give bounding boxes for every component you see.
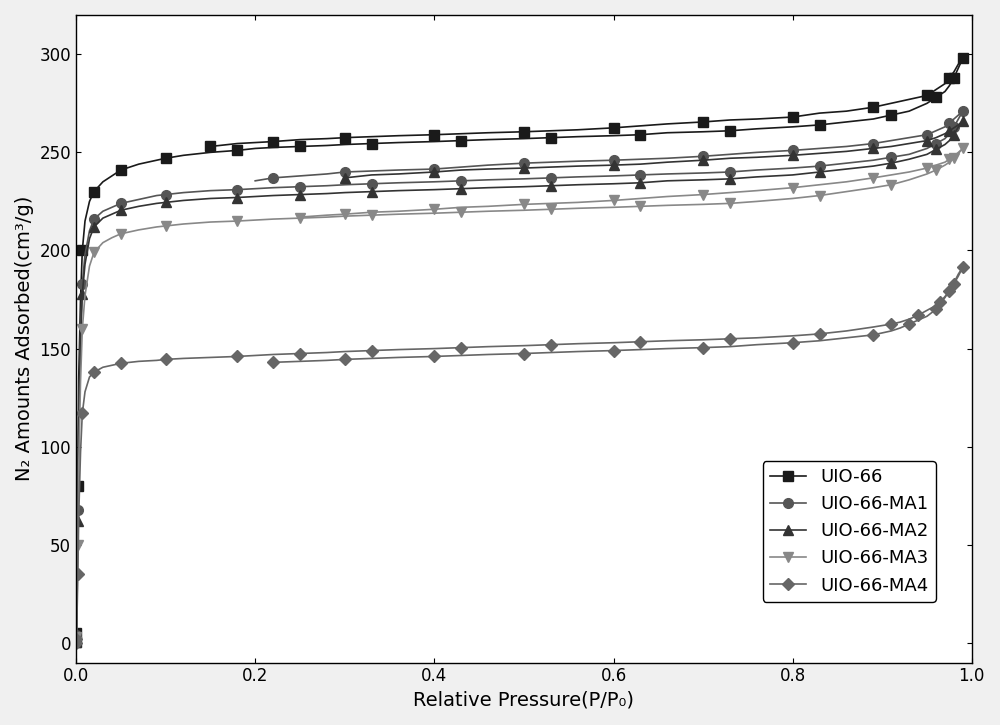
UIO-66-MA2	[76, 289, 88, 298]
UIO-66-MA3	[634, 202, 646, 211]
UIO-66-MA4	[70, 638, 82, 647]
UIO-66-MA3	[428, 209, 440, 218]
Y-axis label: N₂ Amounts Adsorbed(cm³/g): N₂ Amounts Adsorbed(cm³/g)	[15, 196, 34, 481]
UIO-66-MA3	[204, 218, 216, 226]
UIO-66-MA1	[428, 178, 440, 186]
UIO-66	[482, 136, 494, 144]
Legend: UIO-66, UIO-66-MA1, UIO-66-MA2, UIO-66-MA3, UIO-66-MA4: UIO-66, UIO-66-MA1, UIO-66-MA2, UIO-66-M…	[763, 461, 936, 602]
UIO-66-MA3	[70, 638, 82, 647]
UIO-66-MA1	[76, 280, 88, 289]
UIO-66-MA2	[518, 183, 530, 191]
UIO-66-MA4	[115, 359, 127, 368]
UIO-66-MA1	[634, 170, 646, 179]
Line: UIO-66-MA3: UIO-66-MA3	[71, 144, 968, 647]
UIO-66	[70, 637, 82, 646]
UIO-66	[518, 134, 530, 143]
UIO-66-MA4	[70, 634, 82, 643]
UIO-66-MA2	[634, 178, 646, 187]
UIO-66-MA1	[482, 175, 494, 184]
UIO-66-MA2	[70, 638, 82, 647]
UIO-66-MA1	[518, 175, 530, 183]
UIO-66-MA4	[294, 349, 306, 358]
Line: UIO-66: UIO-66	[71, 54, 968, 647]
UIO-66-MA1	[204, 186, 216, 195]
UIO-66-MA3	[76, 325, 88, 334]
UIO-66	[428, 137, 440, 146]
UIO-66-MA3	[482, 207, 494, 215]
X-axis label: Relative Pressure(P/P₀): Relative Pressure(P/P₀)	[413, 691, 634, 710]
UIO-66-MA4	[697, 336, 709, 344]
UIO-66-MA4	[70, 637, 82, 646]
UIO-66-MA2	[204, 194, 216, 203]
UIO-66-MA4	[724, 334, 736, 343]
UIO-66-MA2	[428, 186, 440, 194]
UIO-66-MA2	[957, 117, 969, 125]
Line: UIO-66-MA1: UIO-66-MA1	[71, 107, 968, 647]
UIO-66	[957, 54, 969, 62]
UIO-66-MA3	[518, 206, 530, 215]
Line: UIO-66-MA4: UIO-66-MA4	[72, 263, 967, 647]
UIO-66-MA1	[70, 638, 82, 647]
UIO-66	[76, 246, 88, 254]
UIO-66-MA4	[957, 263, 969, 272]
Line: UIO-66-MA2: UIO-66-MA2	[71, 116, 968, 647]
UIO-66-MA2	[482, 183, 494, 192]
UIO-66	[204, 148, 216, 157]
UIO-66-MA3	[957, 144, 969, 153]
UIO-66	[634, 130, 646, 139]
UIO-66-MA1	[957, 107, 969, 115]
